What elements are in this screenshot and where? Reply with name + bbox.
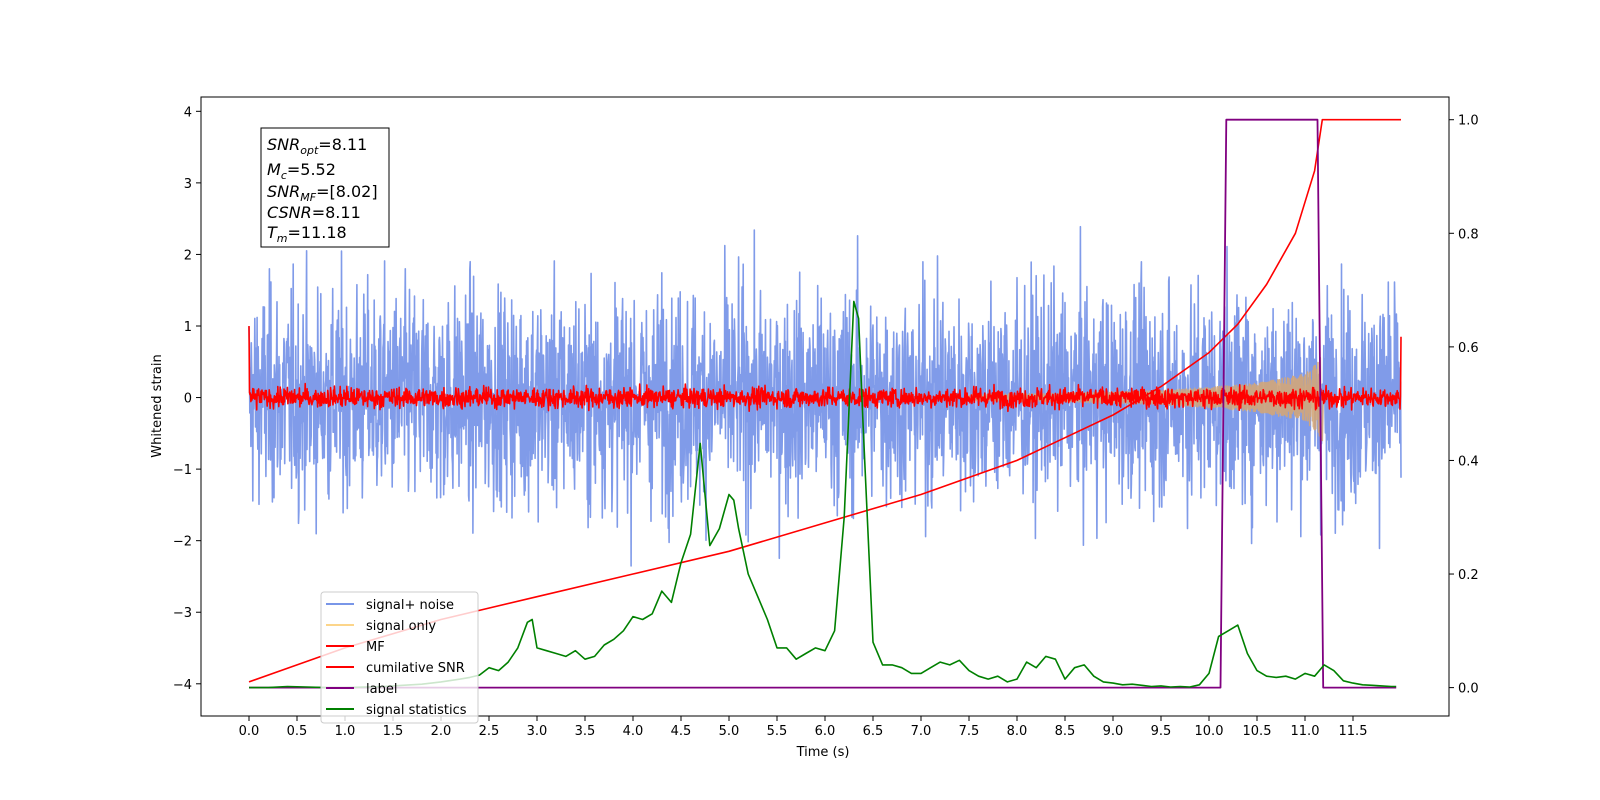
x-tick-label: 4.0 xyxy=(623,724,644,739)
legend-frame xyxy=(320,591,479,724)
snr-opt-text: SNRopt=8.11 xyxy=(267,135,367,157)
y-left-tick-label: −2 xyxy=(173,535,192,550)
legend-label: MF xyxy=(366,640,385,655)
x-axis: 0.0 0.5 1.0 1.5 2.0 2.5 3.0 3.5 4.0 4.5 5.0 5.5 6.0 6… xyxy=(239,716,1368,739)
y-left-tick-label: −4 xyxy=(173,678,192,693)
x-tick-label: 11.5 xyxy=(1339,724,1368,739)
signal-statistics-line xyxy=(249,300,1397,689)
y-right-tick-label: 0.8 xyxy=(1458,227,1479,242)
csnr-text: CSNR=8.11 xyxy=(267,203,361,222)
x-tick-label: 3.0 xyxy=(527,724,548,739)
y-axis-left: 4 3 2 1 0 −1 −2 −3 −4 xyxy=(173,105,201,693)
y-axis-right: 1.0 0.8 0.6 0.4 0.2 0.0 xyxy=(1449,114,1479,697)
y-right-tick-label: 0.4 xyxy=(1458,454,1479,469)
legend: signal+ noise signal only MF cumilative SNR… xyxy=(320,591,479,724)
x-tick-label: 11.0 xyxy=(1291,724,1320,739)
x-tick-label: 5.0 xyxy=(719,724,740,739)
statistics-box: SNRopt=8.11 Mc=5.52 SNRMF=[8.02] CSNR=8.… xyxy=(260,127,390,248)
x-axis-label: Time (s) xyxy=(796,745,850,760)
statistics-box-frame xyxy=(260,127,390,248)
x-tick-label: 9.5 xyxy=(1151,724,1172,739)
y-left-tick-label: 2 xyxy=(184,248,192,263)
y-left-tick-label: 1 xyxy=(184,320,192,335)
y-left-tick-label: 4 xyxy=(184,105,192,120)
x-tick-label: 8.5 xyxy=(1055,724,1076,739)
legend-label: signal only xyxy=(366,619,436,634)
x-tick-label: 4.5 xyxy=(671,724,692,739)
x-tick-label: 6.5 xyxy=(863,724,884,739)
snr-mf-text: SNRMF=[8.02] xyxy=(267,182,378,204)
y-right-tick-label: 1.0 xyxy=(1458,114,1479,129)
legend-label: cumilative SNR xyxy=(366,661,465,676)
x-tick-label: 10.5 xyxy=(1243,724,1272,739)
x-tick-label: 1.5 xyxy=(383,724,404,739)
x-tick-label: 10.0 xyxy=(1195,724,1224,739)
x-tick-label: 0.5 xyxy=(287,724,308,739)
x-tick-label: 0.0 xyxy=(239,724,260,739)
y-left-tick-label: −1 xyxy=(173,463,192,478)
x-tick-label: 9.0 xyxy=(1103,724,1124,739)
y-axis-label: Whitened strain xyxy=(150,354,165,457)
x-tick-label: 6.0 xyxy=(815,724,836,739)
x-tick-label: 7.0 xyxy=(911,724,932,739)
x-tick-label: 7.5 xyxy=(959,724,980,739)
y-right-tick-label: 0.0 xyxy=(1458,682,1479,697)
x-tick-label: 3.5 xyxy=(575,724,596,739)
y-right-tick-label: 0.2 xyxy=(1458,568,1479,583)
legend-label: label xyxy=(366,682,397,697)
label-line xyxy=(249,118,1397,689)
legend-label: signal+ noise xyxy=(366,598,454,613)
x-tick-label: 1.0 xyxy=(335,724,356,739)
y-right-tick-label: 0.6 xyxy=(1458,341,1479,356)
y-left-tick-label: −3 xyxy=(173,606,192,621)
merger-time-text: Tm=11.18 xyxy=(267,223,347,245)
mf-line xyxy=(248,325,1402,413)
x-tick-label: 8.0 xyxy=(1007,724,1028,739)
signal-noise-line xyxy=(248,225,1402,567)
chirp-mass-text: Mc=5.52 xyxy=(267,160,336,182)
y-left-tick-label: 3 xyxy=(184,177,192,192)
y-left-tick-label: 0 xyxy=(184,392,192,407)
x-tick-label: 2.5 xyxy=(479,724,500,739)
legend-label: signal statistics xyxy=(366,703,467,718)
x-tick-label: 2.0 xyxy=(431,724,452,739)
x-tick-label: 5.5 xyxy=(767,724,788,739)
